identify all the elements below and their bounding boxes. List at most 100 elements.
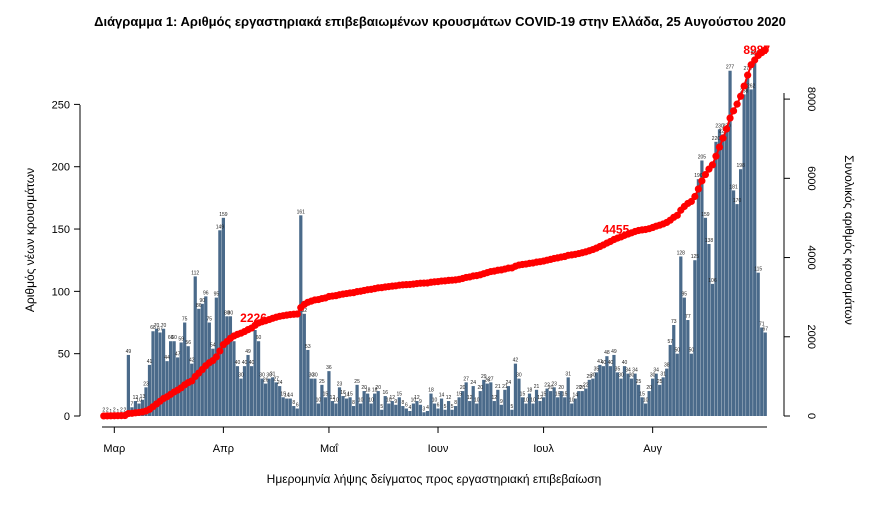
x-tick-label: Μαρ: [103, 443, 125, 455]
bar: [619, 378, 623, 416]
bar: [601, 366, 605, 416]
bar-label: 21: [495, 384, 501, 390]
bar-label: 20: [646, 385, 652, 391]
bar-label: 27: [488, 376, 494, 382]
cumulative-point: [737, 92, 745, 100]
bar: [249, 366, 254, 416]
bar: [450, 409, 454, 416]
bar-label: 1: [116, 409, 119, 415]
bar-label: 2: [106, 408, 109, 414]
cumulative-point: [740, 82, 748, 90]
bar-label: 95: [214, 292, 220, 298]
bar-label: 56: [185, 340, 191, 346]
bar: [154, 328, 159, 416]
bar: [749, 89, 753, 416]
bar: [475, 403, 479, 416]
chart-title: Διάγραμμα 1: Αριθμός εργαστηριακά επιβεβ…: [94, 14, 786, 29]
bar: [161, 328, 166, 416]
bar: [366, 393, 370, 416]
cumulative-point: [729, 107, 738, 115]
bar-label: 106: [708, 278, 717, 284]
bar-label: 36: [326, 365, 332, 371]
bar-label: 10: [569, 398, 575, 404]
bar-label: 12: [389, 395, 395, 401]
bar-label: 8: [292, 400, 295, 406]
bar: [696, 179, 700, 416]
bar: [721, 134, 725, 417]
bar-label: 10: [643, 398, 649, 404]
bar-label: 73: [671, 319, 677, 325]
bar: [478, 391, 482, 416]
bar-label: 10: [333, 398, 339, 404]
bar-label: 68: [150, 325, 156, 331]
bar: [724, 129, 729, 417]
bar: [605, 356, 609, 416]
bar: [707, 243, 711, 416]
bar: [714, 141, 718, 417]
annotation-label: 2226: [240, 311, 267, 325]
bar-label: 29: [481, 374, 487, 380]
bar: [253, 329, 257, 416]
bar: [246, 354, 250, 416]
x-tick-label: Ιουλ: [533, 443, 554, 455]
cumulative-point: [733, 100, 741, 108]
bar-label: 49: [245, 349, 251, 355]
bar-label: 67: [762, 326, 768, 332]
bar-label: 13: [140, 394, 146, 400]
bar: [239, 378, 243, 416]
bar-label: 159: [219, 212, 228, 218]
bar-label: 40: [249, 360, 255, 366]
bar: [337, 387, 342, 416]
bar-label: 16: [382, 390, 388, 396]
bar-label: 12: [537, 395, 543, 401]
bar: [211, 348, 215, 416]
bar: [739, 169, 743, 416]
bar-label: 10: [530, 398, 536, 404]
bar-label: 18: [527, 388, 533, 394]
x-tick-label: Αυγ: [643, 443, 662, 455]
bar-label: 14: [284, 393, 290, 399]
bar-label: 30: [650, 373, 656, 379]
bar-label: 276: [743, 66, 752, 72]
bar: [566, 377, 570, 416]
bar: [584, 388, 588, 416]
bar: [570, 403, 574, 416]
bar-label: 27: [463, 376, 469, 382]
cumulative-series: [100, 46, 769, 420]
bar: [200, 303, 204, 416]
bar: [302, 313, 306, 416]
bar-label: 20: [576, 385, 582, 391]
bar: [689, 353, 693, 416]
bar-label: 80: [228, 310, 234, 316]
bar: [320, 384, 324, 416]
bar: [235, 366, 240, 416]
bar-label: 138: [705, 238, 714, 244]
bar: [140, 399, 145, 416]
bar: [285, 398, 289, 416]
bar-label: 7: [131, 401, 134, 407]
bar: [260, 378, 264, 416]
bar-label: 67: [157, 326, 163, 332]
bar-label: 25: [657, 379, 663, 385]
bar: [541, 397, 546, 416]
bar-label: 10: [368, 398, 374, 404]
bar: [524, 403, 528, 416]
bar-label: 1: [109, 409, 112, 415]
bar-label: 96: [203, 290, 209, 296]
left-axis: 0 50 100 150 200 250: [52, 99, 81, 423]
bar: [552, 387, 556, 416]
bar: [425, 411, 430, 416]
bar: [661, 377, 665, 416]
bottom-axis: Μαρ Απρ Μαΐ Ιουν Ιουλ Αυγ: [102, 426, 767, 455]
bar: [404, 408, 408, 416]
bar-label: 20: [460, 385, 466, 391]
bar-label: 77: [685, 314, 691, 320]
bar-label: 2: [113, 408, 116, 414]
bar-label: 10: [358, 398, 364, 404]
left-tick-label: 0: [64, 411, 70, 423]
bar-label: 18: [372, 388, 378, 394]
bar: [742, 94, 746, 417]
bar-label: 18: [365, 388, 371, 394]
bar-label: 5: [444, 404, 447, 410]
